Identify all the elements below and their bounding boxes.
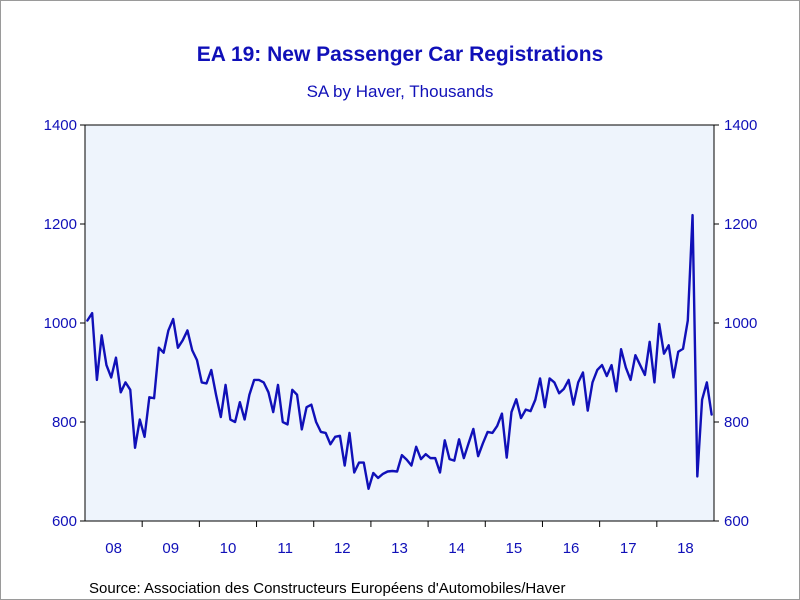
left-y-axis: 600 800 1000 1200 1400 <box>44 117 85 530</box>
source-note: Source: Association des Constructeurs Eu… <box>89 580 565 597</box>
x-tick-label: 12 <box>334 540 351 557</box>
x-tick-label: 08 <box>105 540 122 557</box>
y-tick-label-right: 1200 <box>724 216 757 233</box>
x-tick-label: 16 <box>563 540 580 557</box>
x-tick-label: 13 <box>391 540 408 557</box>
plot-content <box>86 213 713 491</box>
x-axis: 08 09 10 11 12 13 14 15 16 17 18 <box>105 521 694 557</box>
y-tick-label-right: 1000 <box>724 315 757 332</box>
x-tick-label: 14 <box>448 540 465 557</box>
chart-subtitle: SA by Haver, Thousands <box>307 82 494 101</box>
y-tick-label-right: 800 <box>724 414 749 431</box>
x-tick-label: 15 <box>506 540 523 557</box>
y-tick-label-left: 600 <box>52 513 77 530</box>
y-tick-label-right: 1400 <box>724 117 757 134</box>
y-tick-label-left: 1400 <box>44 117 77 134</box>
x-tick-label: 11 <box>277 540 293 557</box>
series-line-0 <box>86 213 713 491</box>
y-tick-label-right: 600 <box>724 513 749 530</box>
x-tick-label: 18 <box>677 540 694 557</box>
y-tick-label-left: 1200 <box>44 216 77 233</box>
x-tick-label: 10 <box>220 540 237 557</box>
chart-title: EA 19: New Passenger Car Registrations <box>197 43 604 66</box>
right-y-axis: 600 800 1000 1200 1400 <box>714 117 757 530</box>
plot-area <box>85 125 714 521</box>
x-tick-label: 17 <box>620 540 637 557</box>
x-tick-label: 09 <box>162 540 179 557</box>
y-tick-label-left: 1000 <box>44 315 77 332</box>
y-tick-label-left: 800 <box>52 414 77 431</box>
